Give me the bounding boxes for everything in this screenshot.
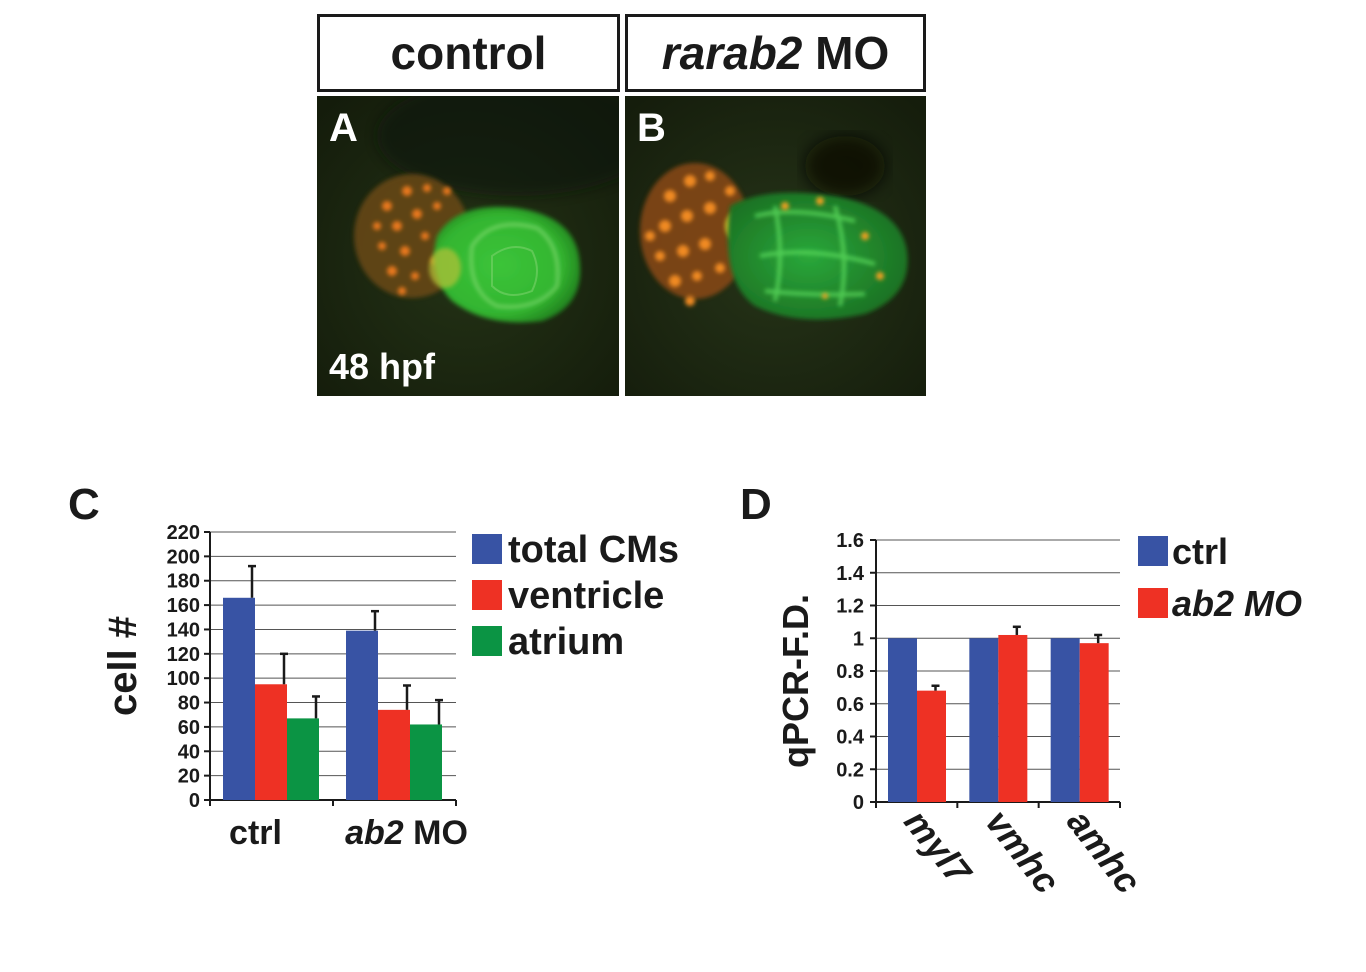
panel-letter-d: D (740, 480, 772, 529)
y-tick-label: 100 (167, 668, 200, 690)
legend-label: ab2 MO (1172, 583, 1302, 624)
y-tick-label: 1.6 (836, 530, 864, 552)
legend-label: ctrl (1172, 531, 1228, 572)
bar-ctrl-1 (969, 638, 999, 802)
legend-swatch (1138, 588, 1168, 618)
y-tick-label: 0 (189, 790, 200, 812)
bar-ctrl-2 (1050, 638, 1080, 802)
panel-letter-a: A (329, 106, 358, 150)
y-tick-label: 140 (167, 619, 200, 641)
y-tick-label: 0.4 (836, 727, 865, 749)
y-tick-label: 160 (167, 595, 200, 617)
y-tick-label: 180 (167, 571, 200, 593)
y-tick-label: 80 (178, 693, 200, 715)
bar-ventricle-1 (378, 709, 410, 800)
category-label: ab2 MO (345, 814, 468, 852)
y-axis-label: qPCR-F.D. (775, 594, 816, 768)
gene-name-label: rarab2 (661, 27, 803, 79)
photo-panel-b: B (625, 96, 926, 396)
control-label: control (390, 27, 547, 79)
legend-swatch (472, 580, 502, 610)
category-label-italic: ab2 (345, 814, 404, 852)
bar-ctrl-0 (888, 638, 917, 802)
y-tick-label: 20 (178, 766, 200, 788)
bar-ab2-MO-0 (917, 690, 946, 802)
y-tick-label: 200 (167, 546, 200, 568)
stage-label: 48 hpf (329, 346, 436, 387)
category-label: myl7 (896, 802, 980, 893)
y-tick-label: 0.2 (836, 759, 864, 781)
control-header: control (317, 14, 620, 92)
y-tick-label: 0 (853, 792, 864, 814)
heart-image-morphant (625, 96, 926, 396)
category-label-rest: MO (404, 814, 468, 852)
y-tick-label: 220 (167, 522, 200, 544)
bar-atrium-0 (287, 718, 319, 800)
morpholino-header: rarab2 MO (625, 14, 926, 92)
category-label: ctrl (229, 814, 282, 852)
y-tick-label: 1.4 (836, 563, 865, 585)
category-label: amhc (1059, 802, 1149, 901)
panel-letter-c: C (68, 480, 100, 529)
legend-label: total CMs (508, 529, 679, 571)
y-tick-label: 0.8 (836, 661, 864, 683)
mo-suffix-label: MO (802, 27, 890, 79)
bar-total-CMs-1 (346, 630, 378, 800)
bar-ab2-MO-2 (1079, 643, 1109, 802)
heart-image-control (317, 96, 619, 396)
y-tick-label: 0.6 (836, 694, 864, 716)
legend-label: atrium (508, 621, 624, 663)
y-tick-label: 1.2 (836, 596, 864, 618)
morpholino-label: rarab2 MO (662, 26, 890, 80)
panel-letter-b: B (637, 106, 666, 150)
y-axis-label: cell # (101, 616, 145, 716)
photo-panel-a: A 48 hpf (317, 96, 619, 396)
y-tick-label: 60 (178, 717, 200, 739)
bar-ab2-MO-1 (998, 634, 1028, 802)
category-label: vmhc (978, 802, 1068, 901)
legend-swatch (472, 534, 502, 564)
bar-ventricle-0 (255, 684, 287, 800)
y-tick-label: 40 (178, 741, 200, 763)
y-tick-label: 1 (853, 628, 864, 650)
legend-swatch (472, 626, 502, 656)
y-tick-label: 120 (167, 644, 200, 666)
legend-label: ventricle (508, 575, 664, 617)
bar-atrium-1 (410, 724, 442, 800)
legend-swatch (1138, 536, 1168, 566)
bar-total-CMs-0 (223, 597, 255, 800)
